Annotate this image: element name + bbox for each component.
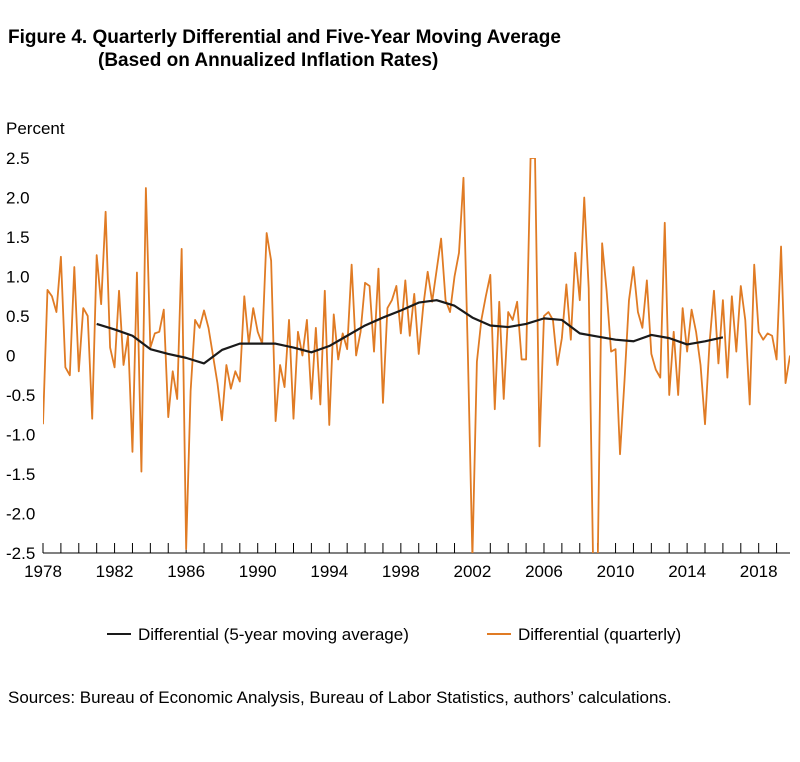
y-tick-label: -1.5: [6, 465, 35, 484]
chart-title-line-2: (Based on Annualized Inflation Rates): [98, 50, 439, 71]
x-tick-label: 1994: [310, 562, 348, 581]
plot-area: [43, 158, 790, 553]
series-line-quarterly: [43, 158, 790, 553]
x-tick-label: 2002: [453, 562, 491, 581]
x-tick-label: 1998: [382, 562, 420, 581]
source-note: Sources: Bureau of Economic Analysis, Bu…: [8, 688, 672, 707]
y-tick-label: 1.0: [6, 268, 30, 287]
x-tick-label: 2006: [525, 562, 563, 581]
y-tick-label: 0: [6, 347, 15, 366]
x-tick-label: 2014: [668, 562, 706, 581]
series-line-moving-average: [96, 299, 724, 365]
y-tick-label: -1.0: [6, 426, 35, 445]
legend-label-quarterly: Differential (quarterly): [518, 625, 681, 644]
y-tick-label: -2.0: [6, 505, 35, 524]
legend: Differential (5-year moving average) Dif…: [107, 625, 681, 644]
y-tick-label: 0.5: [6, 307, 30, 326]
chart-title-line-1: Figure 4. Quarterly Differential and Fiv…: [8, 27, 561, 48]
y-tick-label: -0.5: [6, 386, 35, 405]
x-tick-label: 2010: [597, 562, 635, 581]
y-axis-label: Percent: [6, 119, 65, 138]
x-tick-label: 1982: [96, 562, 134, 581]
y-tick-label: 1.5: [6, 228, 30, 247]
x-tick-label: 2018: [740, 562, 778, 581]
y-tick-label: -2.5: [6, 544, 35, 563]
x-axis: 1978 1982 1986 1990 1994 1998 2002 2006 2010 2014…: [24, 543, 790, 581]
y-tick-label: 2.0: [6, 189, 30, 208]
x-tick-label: 1990: [239, 562, 277, 581]
x-tick-label: 1986: [167, 562, 205, 581]
chart-title: Figure 4. Quarterly Differential and Fiv…: [8, 26, 561, 72]
y-axis: 2.5 2.0 1.5 1.0 0.5 0 -0.5 -1.0 -1.5 -2.0 -2.5: [6, 149, 35, 563]
y-tick-label: 2.5: [6, 149, 30, 168]
line-chart: Percent 2.5 2.0 1.5 1.0 0.5 0 -0.5 -1.0 -1.5 -2.0…: [6, 119, 790, 644]
x-tick-label: 1978: [24, 562, 62, 581]
legend-label-moving-average: Differential (5-year moving average): [138, 625, 409, 644]
